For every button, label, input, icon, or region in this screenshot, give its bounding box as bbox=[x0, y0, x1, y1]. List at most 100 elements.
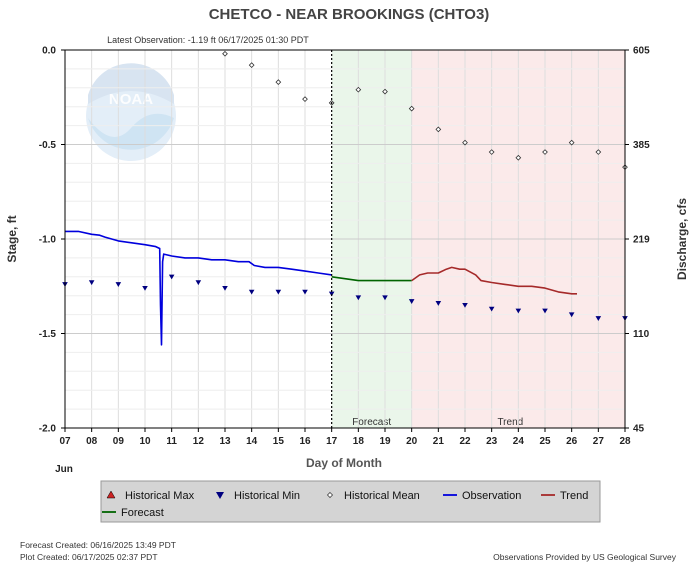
legend-label-observation: Observation bbox=[462, 490, 521, 502]
historical-mean-point-12 bbox=[542, 149, 548, 155]
y-tick-label-left-4: -2.0 bbox=[39, 424, 57, 435]
y-tick-label-right-1: 385 bbox=[633, 140, 650, 151]
x-tick-label-09: 09 bbox=[113, 436, 125, 447]
historical-min-point-12 bbox=[382, 295, 388, 301]
historical-min-point-13 bbox=[408, 299, 415, 304]
historical-min-point-9 bbox=[302, 289, 308, 295]
x-tick-label-07: 07 bbox=[59, 436, 71, 447]
logo-wave bbox=[88, 113, 174, 150]
x-tick-label-14: 14 bbox=[246, 436, 258, 447]
x-tick-label-27: 27 bbox=[593, 436, 605, 447]
historical-min-point-17 bbox=[515, 308, 522, 314]
y-tick-label-right-3: 110 bbox=[633, 329, 650, 340]
logo-top-band bbox=[88, 63, 174, 104]
x-tick-label-21: 21 bbox=[433, 436, 445, 447]
x-axis-label: Day of Month bbox=[306, 456, 382, 470]
y-axis-label-left: Stage, ft bbox=[5, 215, 19, 262]
x-tick-label-23: 23 bbox=[486, 436, 498, 447]
chart-title: CHETCO - NEAR BROOKINGS (CHTO3) bbox=[209, 6, 490, 23]
horizontal-major-grid-lines bbox=[65, 144, 625, 334]
latest-observation: Latest Observation: -1.19 ft 06/17/2025 … bbox=[107, 35, 309, 45]
y-tick-label-left-2: -1.0 bbox=[39, 235, 57, 246]
legend-box bbox=[100, 480, 601, 523]
historical-mean-point-6 bbox=[382, 88, 388, 95]
x-tick-label-18: 18 bbox=[353, 436, 365, 447]
x-tick-label-11: 11 bbox=[166, 436, 177, 447]
legend-label-historical-mean: Historical Mean bbox=[344, 490, 420, 502]
region-label-forecast: Forecast bbox=[352, 417, 391, 428]
observation-line bbox=[65, 230, 332, 346]
historical-min-point-14 bbox=[435, 301, 442, 306]
historical-min-point-3 bbox=[142, 285, 148, 291]
noaa-logo: NOAA bbox=[86, 63, 176, 161]
historical-min-point-15 bbox=[462, 302, 468, 308]
grid-lines bbox=[65, 50, 625, 428]
x-month-label: Jun bbox=[55, 464, 73, 475]
x-tick-label-28: 28 bbox=[619, 436, 631, 447]
legend: Historical Max Historical Min Historical M… bbox=[100, 480, 601, 523]
historical-mean-point-5 bbox=[355, 86, 362, 93]
historical-mean-point-2 bbox=[275, 79, 282, 85]
plot-created: Plot Created: 06/17/2025 02:37 PDT bbox=[20, 552, 158, 562]
region-label-trend: Trend bbox=[497, 417, 523, 428]
legend-label-historical-max: Historical Max bbox=[125, 490, 195, 502]
historical-min-point-19 bbox=[568, 312, 575, 318]
legend-marker-historical-mean bbox=[326, 491, 334, 499]
legend-marker-historical-max bbox=[106, 490, 116, 499]
x-tick-label-12: 12 bbox=[193, 436, 205, 447]
historical-mean-point-9 bbox=[462, 139, 468, 146]
historical-mean-point-3 bbox=[302, 96, 308, 103]
y-tick-label-left-3: -1.5 bbox=[39, 329, 57, 340]
historical-mean-point-7 bbox=[408, 105, 415, 112]
y-tick-label-right-4: 45 bbox=[633, 424, 645, 435]
y-axis-label-right: Discharge, cfs bbox=[675, 198, 689, 280]
historical-min-point-5 bbox=[195, 280, 202, 286]
historical-mean-point-13 bbox=[568, 139, 575, 146]
trend-line bbox=[411, 266, 577, 295]
x-tick-label-13: 13 bbox=[219, 436, 231, 447]
historical-mean-point-0 bbox=[222, 50, 228, 57]
historical-min-point-8 bbox=[275, 289, 282, 295]
historical-min-point-1 bbox=[88, 280, 95, 286]
historical-min-point-16 bbox=[488, 306, 495, 312]
historical-min-point-4 bbox=[168, 274, 175, 280]
legend-label-trend: Trend bbox=[560, 490, 588, 502]
legend-label-forecast: Forecast bbox=[121, 507, 164, 519]
historical-mean-point-10 bbox=[488, 149, 495, 155]
x-tick-label-25: 25 bbox=[539, 436, 551, 447]
x-tick-label-20: 20 bbox=[406, 436, 418, 447]
x-tick-label-26: 26 bbox=[566, 436, 578, 447]
x-tick-label-10: 10 bbox=[139, 436, 151, 447]
y-tick-label-left-1: -0.5 bbox=[39, 140, 57, 151]
horizontal-minor-grid-lines bbox=[65, 68, 625, 410]
historical-mean-point-1 bbox=[248, 62, 255, 68]
historical-mean-point-8 bbox=[435, 126, 442, 133]
x-tick-label-08: 08 bbox=[86, 436, 98, 447]
x-tick-label-19: 19 bbox=[379, 436, 391, 447]
historical-mean-point-14 bbox=[595, 149, 602, 155]
legend-label-historical-min: Historical Min bbox=[234, 490, 300, 502]
legend-marker-historical-min bbox=[216, 492, 224, 499]
y-tick-label-right-2: 219 bbox=[633, 235, 650, 246]
historical-min-point-18 bbox=[542, 308, 548, 314]
forecast-line bbox=[331, 276, 412, 282]
x-tick-label-15: 15 bbox=[273, 436, 285, 447]
historical-mean-point-11 bbox=[515, 154, 522, 161]
historical-min-point-11 bbox=[355, 295, 362, 301]
x-tick-label-22: 22 bbox=[459, 436, 471, 447]
data-credit: Observations Provided by US Geological S… bbox=[493, 552, 677, 562]
y-tick-label-left-0: 0.0 bbox=[42, 46, 56, 57]
axes: 07 08 09 10 11 12 13 14 15 16 17 18 19 20 21 22 23 24 25 26… bbox=[39, 46, 650, 448]
logo-text: NOAA bbox=[109, 91, 153, 108]
forecast-created: Forecast Created: 06/16/2025 13:49 PDT bbox=[20, 540, 176, 550]
x-tick-label-17: 17 bbox=[326, 436, 338, 447]
historical-min-point-6 bbox=[222, 285, 228, 291]
historical-min-point-7 bbox=[248, 289, 255, 295]
x-tick-label-16: 16 bbox=[299, 436, 311, 447]
historical-min-point-20 bbox=[595, 316, 602, 321]
historical-min-point-2 bbox=[115, 282, 122, 287]
y-tick-label-right-0: 605 bbox=[633, 46, 650, 57]
x-tick-label-24: 24 bbox=[513, 436, 525, 447]
